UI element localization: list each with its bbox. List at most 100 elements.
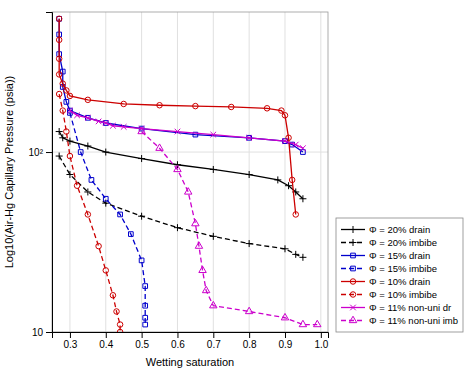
legend-swatch — [341, 255, 365, 256]
point — [64, 129, 70, 135]
legend-box — [336, 218, 463, 332]
grid-line-x — [141, 12, 142, 332]
point — [139, 258, 144, 263]
series-line — [70, 111, 303, 149]
legend-marker — [351, 253, 356, 258]
point — [246, 135, 252, 141]
tick: 0.7 — [207, 332, 221, 350]
point — [103, 196, 108, 201]
tick-label: 0.9 — [279, 339, 293, 350]
tick-mark — [106, 332, 107, 338]
legend-marker — [349, 316, 356, 322]
tick-label: 0.3 — [63, 339, 77, 350]
tick-mark — [285, 332, 286, 338]
point — [85, 212, 91, 218]
series-line — [70, 113, 145, 325]
point — [299, 320, 306, 326]
point — [192, 219, 199, 225]
legend-marker — [350, 305, 356, 311]
point — [56, 56, 62, 62]
point — [84, 143, 91, 150]
point — [56, 72, 62, 78]
point — [245, 307, 252, 313]
series-line — [59, 19, 303, 152]
point — [110, 123, 116, 129]
point — [210, 132, 216, 138]
point — [314, 320, 321, 326]
point — [84, 188, 91, 195]
point — [285, 182, 292, 189]
point — [56, 128, 63, 135]
point — [110, 293, 116, 299]
point — [157, 102, 163, 108]
series-line — [59, 19, 296, 215]
point — [274, 176, 281, 183]
legend-marker — [350, 292, 356, 298]
point — [289, 177, 295, 183]
point — [103, 268, 109, 274]
point — [118, 212, 123, 217]
legend-marker — [351, 266, 356, 271]
y-axis-title: Log10(Air-Hg Capillary Pressure (psia)) — [3, 76, 15, 269]
legend-swatch — [341, 320, 365, 321]
tick: 0.5 — [135, 332, 149, 350]
tick-label: 10² — [29, 147, 44, 158]
tick-label: 0.6 — [171, 339, 185, 350]
tick-mark — [213, 332, 214, 338]
point — [293, 212, 299, 218]
point — [281, 313, 288, 319]
series-line — [59, 132, 303, 199]
legend-item: Φ = 20% drain — [341, 224, 430, 235]
point — [60, 81, 66, 87]
point — [299, 195, 306, 202]
point — [103, 120, 109, 126]
tick-mark — [321, 332, 322, 338]
point — [202, 286, 209, 292]
point — [117, 322, 123, 328]
legend-label: Φ = 10% imbibe — [369, 289, 437, 300]
point — [175, 129, 181, 135]
legend-swatch — [341, 281, 365, 282]
series-line — [142, 132, 318, 325]
series-line — [59, 94, 120, 332]
series — [57, 16, 305, 154]
point — [210, 301, 217, 307]
legend-item: Φ = 11% non-uni imb — [341, 315, 458, 326]
tick: 0.6 — [171, 332, 185, 350]
legend-item: Φ = 10% drain — [341, 276, 430, 287]
point — [67, 153, 73, 159]
series — [67, 108, 306, 151]
point — [138, 127, 145, 133]
point — [210, 166, 217, 173]
point — [64, 88, 70, 94]
tick-label: 10 — [32, 327, 44, 338]
tick-mark — [46, 152, 52, 153]
y-axis: 10 10² — [29, 13, 53, 338]
point — [174, 224, 181, 231]
legend-swatch — [341, 294, 365, 295]
series — [56, 153, 307, 261]
point — [143, 303, 148, 308]
point — [228, 104, 234, 110]
data — [56, 16, 321, 332]
tick: 10 — [32, 327, 52, 338]
point — [102, 149, 109, 156]
point — [56, 37, 62, 43]
point — [184, 188, 191, 194]
point — [64, 100, 69, 105]
point — [246, 240, 253, 247]
point — [96, 119, 102, 125]
point — [195, 242, 202, 248]
legend-label: Φ = 15% drain — [369, 250, 430, 261]
tick-label: 1.0 — [314, 339, 328, 350]
point — [85, 115, 91, 121]
legend-label: Φ = 10% drain — [369, 276, 430, 287]
series — [56, 91, 122, 332]
point — [299, 254, 306, 261]
point — [143, 315, 148, 320]
point — [156, 144, 163, 150]
tick-mark — [70, 332, 71, 338]
grid-line-x — [284, 12, 285, 332]
grid-line-y — [52, 152, 328, 153]
grid-line-x — [320, 12, 321, 332]
